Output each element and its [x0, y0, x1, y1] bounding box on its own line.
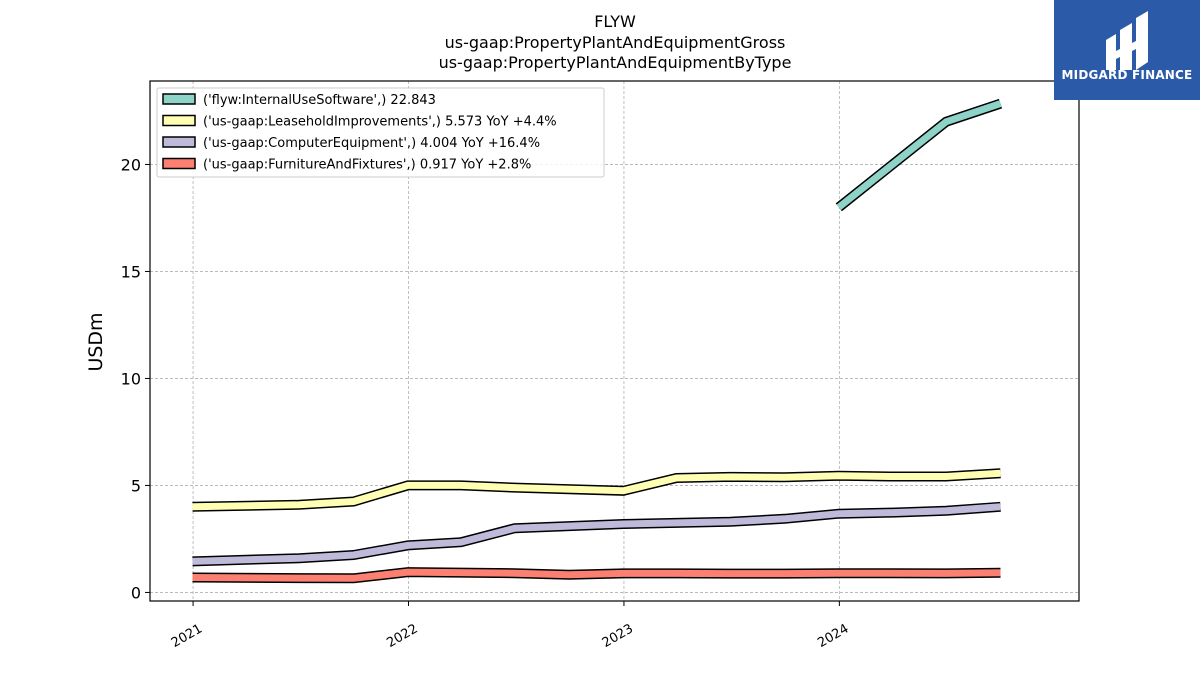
x-axis: 2021 2022 2023 2024	[169, 601, 851, 651]
y-tick-label: 0	[131, 583, 141, 602]
y-tick-label: 5	[131, 476, 141, 495]
x-tick-label: 2022	[384, 621, 420, 651]
legend-entry: ('flyw:InternalUseSoftware',) 22.843	[203, 93, 436, 108]
series-line	[192, 568, 1001, 582]
legend-entry: ('us-gaap:ComputerEquipment',) 4.004 YoY…	[203, 136, 540, 151]
series-3	[192, 567, 1001, 584]
legend-swatch	[162, 93, 196, 105]
y-axis-label: USDm	[85, 312, 107, 371]
chart-title-line-3: us-gaap:PropertyPlantAndEquipmentByType	[439, 53, 792, 72]
series-line	[192, 469, 1001, 511]
series-line	[836, 100, 1002, 211]
brand-name: MIDGARD FINANCE	[1061, 68, 1193, 82]
legend: ('flyw:InternalUseSoftware',) 22.843 ('us…	[156, 87, 605, 178]
legend-swatch	[162, 157, 196, 170]
logo-mark-icon	[1054, 0, 1200, 100]
brand-logo: MIDGARD FINANCE	[1054, 0, 1200, 100]
chart-title-line-1: FLYW	[594, 12, 636, 31]
plot-area-frame	[149, 80, 1080, 602]
y-axis: 0 5 10 15 20	[121, 155, 150, 602]
series-line	[192, 503, 1001, 565]
legend-swatch	[162, 114, 196, 127]
y-tick-label: 10	[121, 369, 141, 388]
chart-title-line-2: us-gaap:PropertyPlantAndEquipmentGross	[445, 33, 786, 52]
series-2	[192, 501, 1001, 567]
chart-title: FLYW us-gaap:PropertyPlantAndEquipmentGr…	[439, 12, 792, 72]
series-layer	[192, 98, 1003, 584]
series-1	[192, 468, 1001, 512]
legend-frame	[156, 87, 605, 178]
series-0	[835, 98, 1003, 212]
legend-swatch	[162, 136, 196, 148]
x-tick-label: 2021	[169, 621, 205, 651]
x-tick-label: 2024	[815, 621, 851, 651]
legend-entry: ('us-gaap:LeaseholdImprovements',) 5.573…	[203, 115, 557, 130]
legend-entry: ('us-gaap:FurnitureAndFixtures',) 0.917 …	[203, 158, 531, 173]
x-tick-label: 2023	[600, 621, 636, 651]
y-tick-label: 15	[121, 262, 141, 281]
y-tick-label: 20	[121, 155, 141, 174]
